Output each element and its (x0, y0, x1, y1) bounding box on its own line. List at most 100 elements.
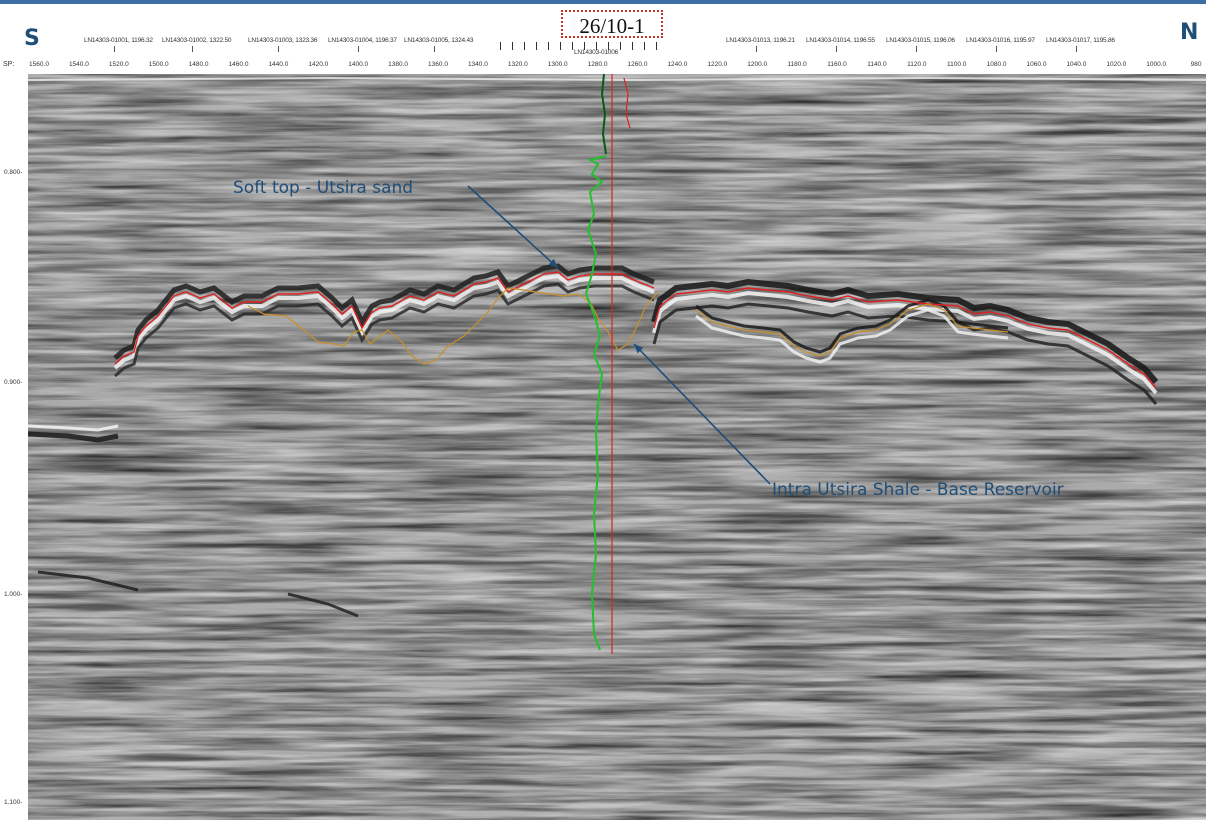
sp-tick-label: 1500.0 (148, 61, 169, 68)
well-tick (536, 42, 537, 50)
line-label-tick (1076, 46, 1077, 52)
well-tick (500, 42, 501, 50)
line-label: LN14303-01003, 1323.36 (248, 37, 318, 44)
sp-axis-label: SP: (3, 61, 15, 68)
arrow-line (633, 343, 771, 485)
well-tick (596, 42, 597, 50)
well-tick (620, 42, 621, 50)
well-tick (608, 42, 609, 50)
well-trace-label: LN14303-01006 (574, 49, 619, 56)
sp-tick-label: 1440.0 (268, 61, 289, 68)
sp-tick-label: 1200.0 (747, 61, 768, 68)
sp-tick-label: 1080.0 (986, 61, 1007, 68)
line-label-tick (916, 46, 917, 52)
sp-tick-label: 1420.0 (308, 61, 329, 68)
sp-tick-label: 1300.0 (547, 61, 568, 68)
direction-north-label: N (1180, 20, 1199, 45)
top-horizon-line-east[interactable] (653, 287, 1157, 389)
line-label: LN14303-01015, 1196.06 (886, 37, 955, 44)
line-label-tick (358, 46, 359, 52)
well-tick (560, 42, 561, 50)
sp-tick-label: 1360.0 (428, 61, 448, 68)
line-label-tick (434, 46, 435, 52)
sp-tick-label: 1020.0 (1106, 61, 1127, 68)
top-horizon-line[interactable] (114, 271, 655, 365)
sp-tick-label: 1100.0 (946, 61, 967, 68)
time-axis (0, 74, 29, 820)
time-tick-label: 0.900- (4, 379, 23, 386)
line-label: LN14303-01001, 1196.32 (84, 37, 153, 44)
time-tick-label: 1.100- (4, 799, 23, 806)
sp-tick-label: 1540.0 (68, 61, 89, 68)
time-tick-label: 0.800- (4, 169, 23, 176)
sp-tick-label: 1220.0 (707, 61, 728, 68)
reflector-band (28, 76, 1206, 82)
sp-tick-label: 1560.0 (29, 61, 49, 68)
well-name-box[interactable]: 26/10-1 (561, 10, 663, 38)
sp-tick-label: 1060.0 (1026, 61, 1047, 68)
sp-tick-label: 1180.0 (787, 61, 807, 68)
reflector-band (695, 298, 1009, 354)
well-tick (644, 42, 645, 50)
sp-tick-label: 1380.0 (388, 61, 409, 68)
base-horizon-line-east[interactable] (695, 303, 1009, 357)
well-log-secondary (623, 77, 631, 129)
reflector-band (114, 282, 655, 378)
reflector-band (695, 308, 1009, 364)
sp-tick-label: 1280.0 (587, 61, 608, 68)
line-label: LN14303-01005, 1324.43 (404, 37, 474, 44)
line-label-tick (756, 46, 757, 52)
well-tick (512, 42, 513, 50)
line-label: LN14303-01016, 1195.97 (966, 37, 1035, 44)
reflector-band (651, 278, 1159, 384)
well-log-upper (600, 74, 607, 155)
sp-tick-label: 1040.0 (1066, 61, 1087, 68)
sp-tick-label: 1460.0 (228, 61, 249, 68)
line-label-tick (836, 46, 837, 52)
arrow-line (467, 185, 559, 269)
sp-tick-label: 980 (1190, 61, 1202, 68)
sp-tick-label: 1160.0 (827, 61, 847, 68)
sp-tick-label: 1120.0 (907, 61, 927, 68)
reflector-band (28, 424, 119, 432)
reflector-band (652, 290, 1158, 395)
sp-tick-label: 1400.0 (348, 61, 369, 68)
line-label-tick (192, 46, 193, 52)
sp-tick-label: 1240.0 (667, 61, 688, 68)
well-log-curve[interactable] (584, 155, 607, 651)
line-label-tick (996, 46, 997, 52)
sp-tick-label: 1320.0 (507, 61, 528, 68)
line-label-tick (278, 46, 279, 52)
well-tick (524, 42, 525, 50)
top-horizon-annotation: Soft top - Utsira sand (233, 178, 414, 198)
line-label: LN14303-01002, 1322.50 (162, 37, 232, 44)
line-label: LN14303-01013, 1196.21 (726, 37, 795, 44)
strong-reflectors (28, 76, 1206, 618)
base-horizon-line[interactable] (247, 287, 659, 365)
line-label: LN14303-01014, 1196.55 (806, 37, 875, 44)
time-tick-label: 1.000- (4, 591, 23, 598)
seismic-noise-light (28, 74, 1206, 820)
line-label-tick (114, 46, 115, 52)
base-horizon-annotation: Intra Utsira Shale - Base Reservoir (772, 480, 1064, 500)
line-label: LN14303-01004, 1196.37 (328, 37, 397, 44)
well-tick (656, 42, 657, 50)
well-tick (584, 42, 585, 50)
sp-tick-label: 1340.0 (467, 61, 488, 68)
arrowhead (548, 258, 558, 268)
reflector-band (287, 592, 359, 618)
sp-tick-label: 1520.0 (108, 61, 129, 68)
sp-tick-label: 1000.0 (1146, 61, 1167, 68)
line-label: LN14303-01017, 1195.86 (1046, 37, 1115, 44)
reflector-band (113, 263, 655, 360)
arrowhead (634, 344, 644, 354)
reflector-band (113, 273, 655, 370)
sp-tick-label: 1480.0 (188, 61, 209, 68)
reflector-band (37, 570, 139, 592)
seismic-section[interactable] (28, 74, 1206, 820)
direction-south-label: S (24, 26, 40, 51)
well-tick (548, 42, 549, 50)
annotation-arrows (467, 185, 771, 485)
well-tick (572, 42, 573, 50)
